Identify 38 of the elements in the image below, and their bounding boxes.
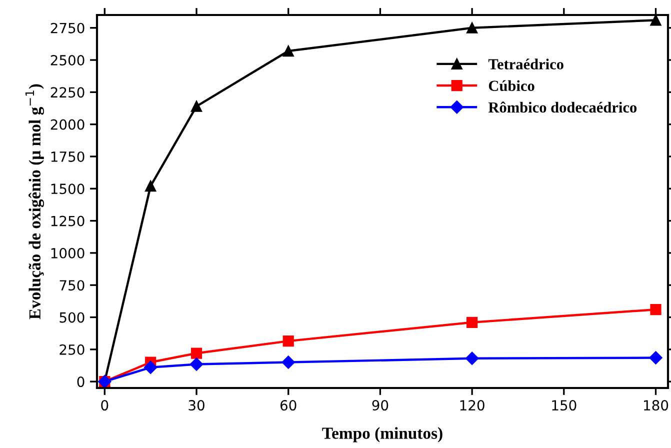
x-tick-label: 90	[372, 400, 388, 411]
y-tick-label: 2750	[50, 22, 84, 34]
y-tick-label: 0	[77, 376, 84, 388]
x-tick-label: 30	[188, 400, 204, 411]
legend-label: Cúbico	[488, 80, 534, 92]
point	[650, 15, 662, 26]
y-tick-label: 500	[60, 312, 84, 323]
x-axis-title: Tempo (minutos)	[322, 427, 442, 442]
x-tick-label: 150	[552, 400, 576, 411]
point	[650, 304, 662, 316]
point	[190, 100, 202, 112]
x-tick-label: 180	[644, 400, 668, 411]
y-tick-label: 750	[60, 280, 84, 291]
y-tick-label: 1000	[51, 248, 84, 258]
y-tick-label: 2000	[50, 119, 84, 130]
y-tick-label: 1250	[51, 216, 84, 226]
point	[282, 335, 294, 347]
y-tick-label: 2500	[50, 54, 84, 66]
y-axis-title: Evolução de oxigênio (μ mol g$^{−1}$)	[25, 84, 44, 320]
legend-label: Tetraédrico	[488, 58, 564, 70]
point	[190, 358, 204, 371]
point	[144, 360, 158, 374]
y-tick-label: 1750	[51, 151, 84, 162]
point	[190, 348, 202, 359]
point	[466, 22, 478, 34]
legend-label: Rômbico dodecaédrico	[488, 102, 637, 113]
point	[465, 352, 479, 366]
y-tick-label: 2250	[50, 87, 84, 98]
x-tick-label: 60	[280, 400, 296, 411]
point	[649, 351, 662, 364]
y-tick-label: 1500	[51, 184, 84, 194]
point	[282, 356, 295, 369]
y-tick-label: 250	[60, 344, 84, 355]
point	[145, 180, 156, 192]
x-tick-label: 120	[460, 400, 484, 411]
x-tick-label: 0	[101, 400, 108, 411]
point	[466, 316, 478, 328]
point	[282, 45, 294, 57]
